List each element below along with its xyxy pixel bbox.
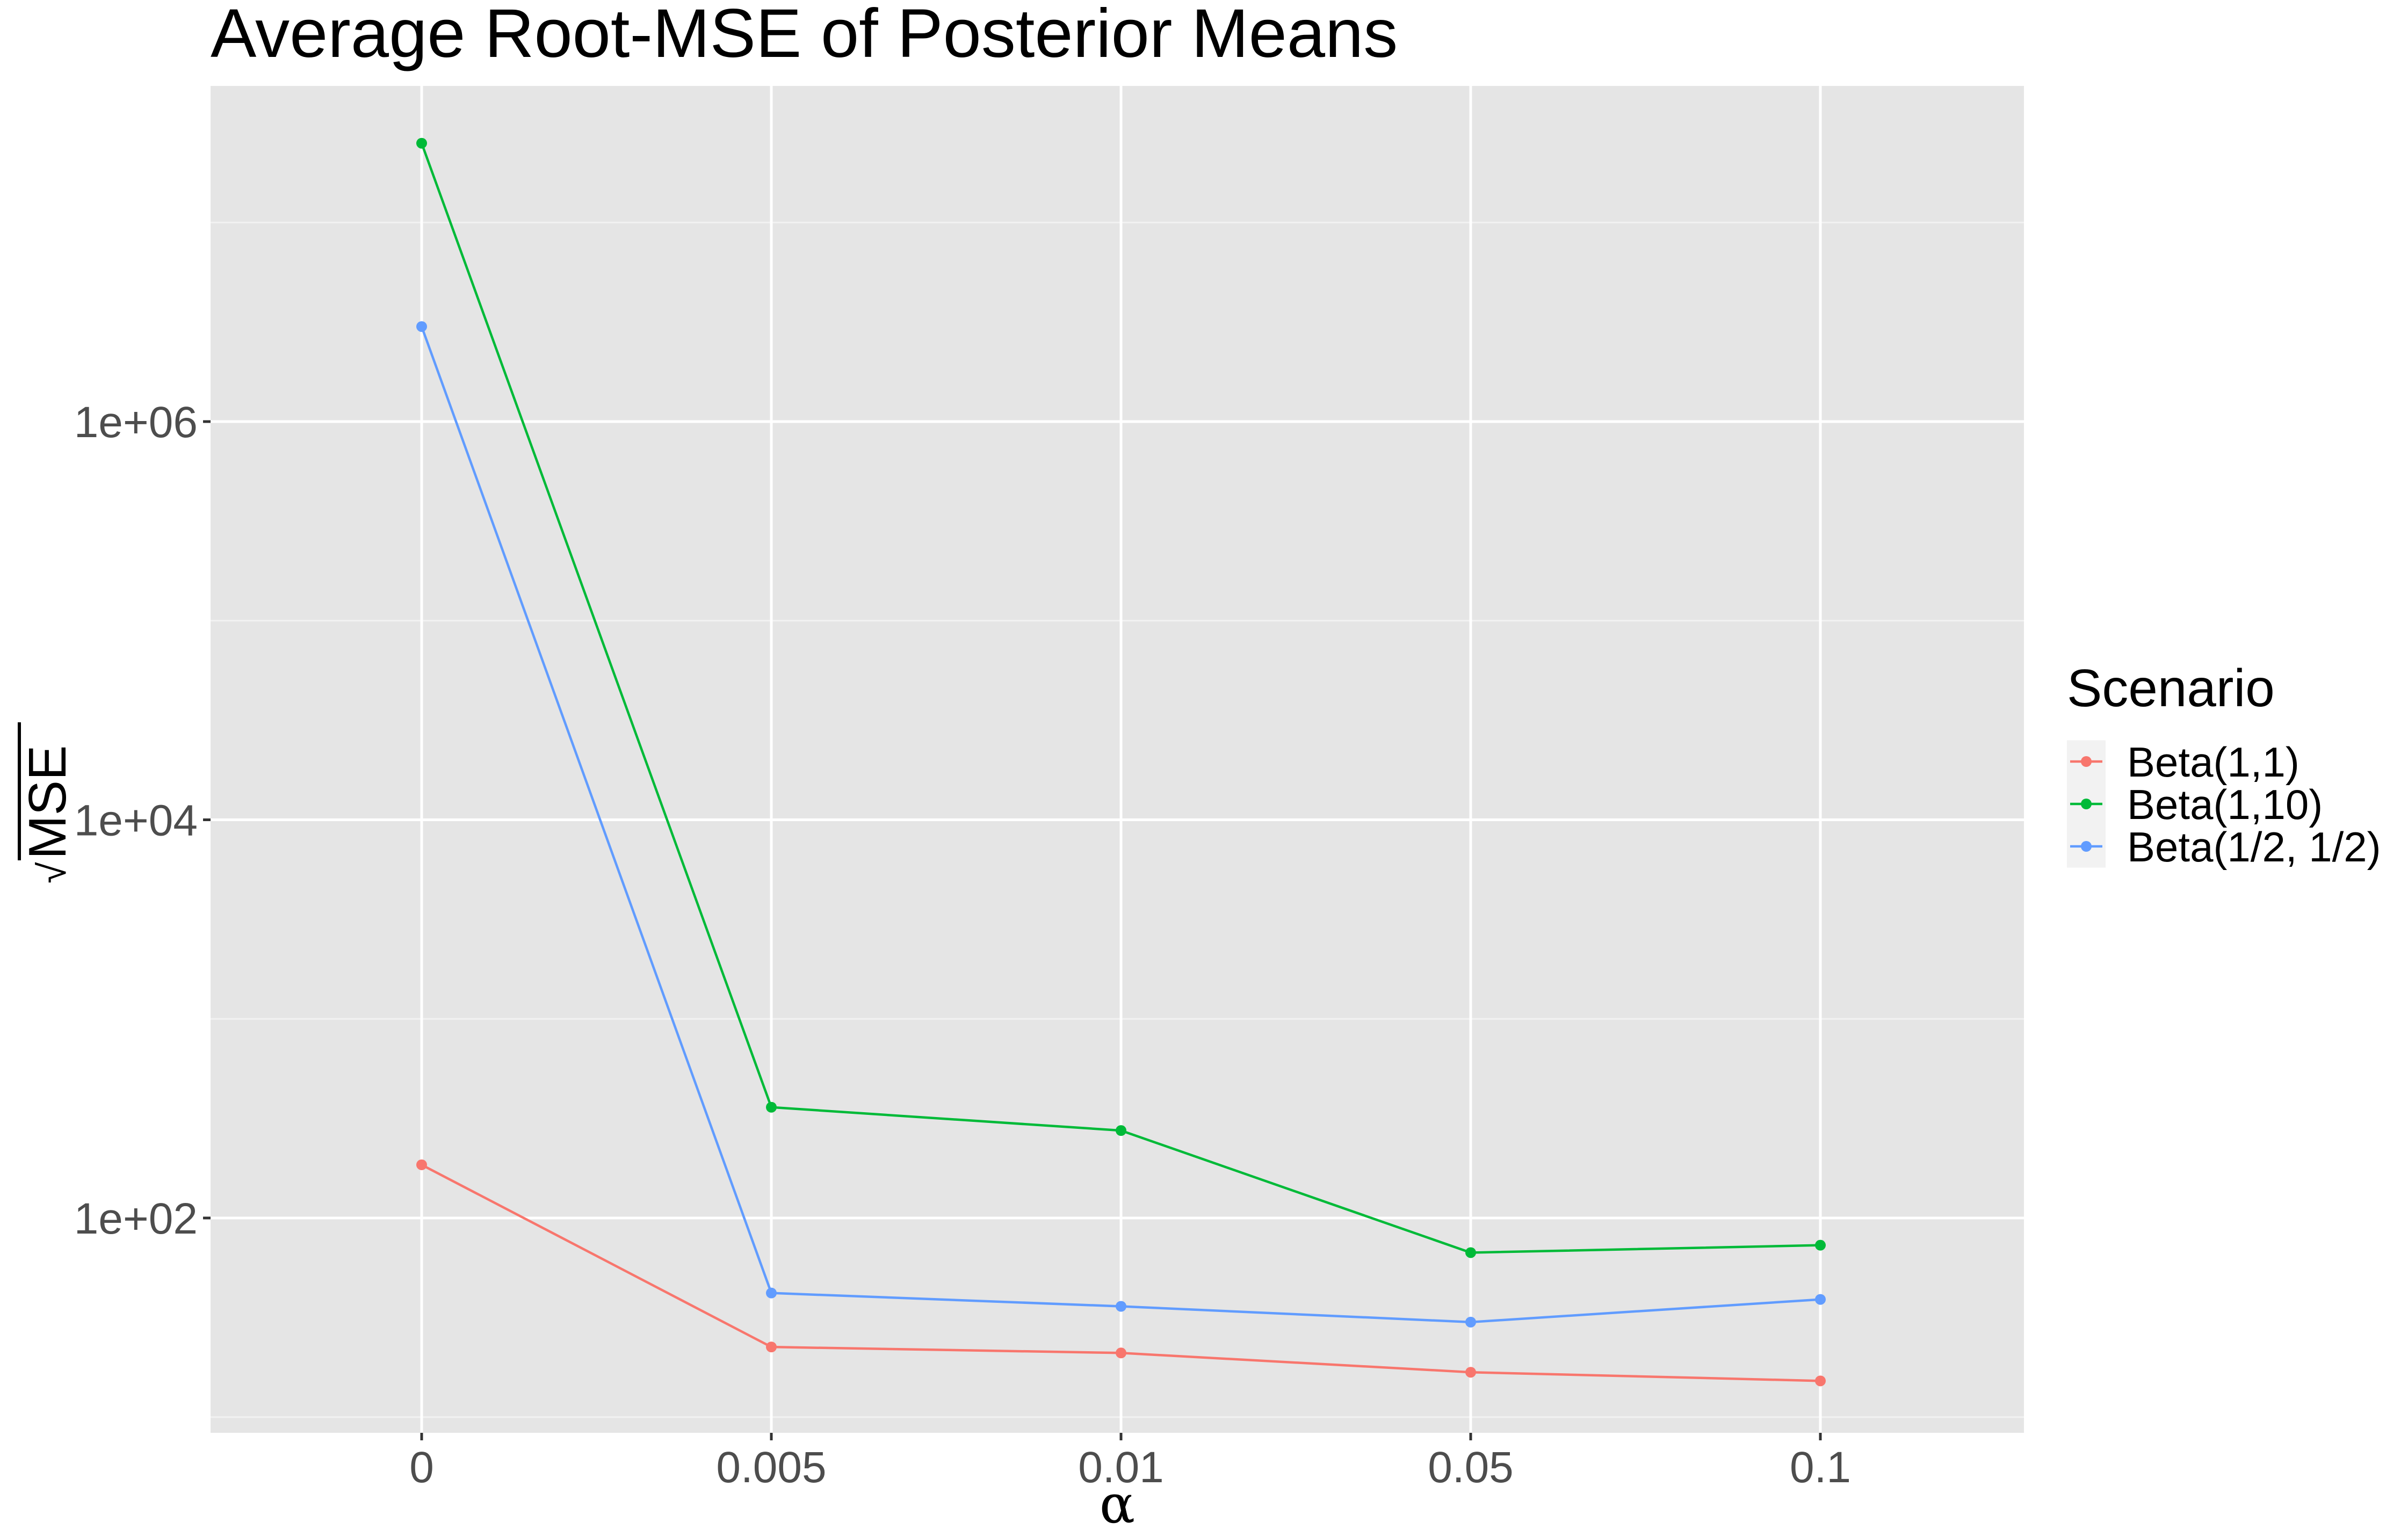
x-tick-label: 0.05: [1428, 1443, 1514, 1492]
data-point: [1815, 1294, 1826, 1305]
legend-key-point: [2081, 756, 2092, 767]
data-point: [1465, 1247, 1476, 1258]
data-point: [1116, 1347, 1126, 1359]
x-tick-label: 0: [409, 1443, 434, 1492]
plot-panel: [211, 86, 2024, 1433]
y-axis-title: √ MSE: [18, 722, 77, 883]
x-tick-label: 0.005: [716, 1443, 826, 1492]
series-layer: [416, 137, 1826, 1387]
data-point: [1465, 1367, 1476, 1378]
legend-item: Beta(1/2, 1/2): [2067, 823, 2381, 871]
x-tick-label: 0.1: [1790, 1443, 1851, 1492]
series-2: [416, 137, 1826, 1258]
grid-layer: [211, 86, 2024, 1433]
data-point: [1465, 1316, 1476, 1328]
data-point: [766, 1101, 777, 1113]
data-point: [416, 1159, 427, 1170]
legend-key-point: [2081, 799, 2092, 809]
legend: Scenario Beta(1,1)Beta(1,10)Beta(1/2, 1/…: [2067, 658, 2381, 871]
chart-title: Average Root-MSE of Posterior Means: [211, 0, 1398, 72]
data-point: [1815, 1239, 1826, 1251]
data-point: [1116, 1301, 1126, 1312]
legend-item: Beta(1,1): [2067, 738, 2299, 786]
series-1: [416, 1159, 1826, 1387]
y-tick-label: 1e+06: [74, 398, 198, 447]
legend-label: Beta(1,1): [2127, 738, 2299, 786]
data-point: [1116, 1125, 1126, 1136]
y-axis-title-radical: √: [31, 862, 74, 883]
legend-key-point: [2081, 841, 2092, 852]
legend-label: Beta(1/2, 1/2): [2127, 823, 2381, 871]
legend-title: Scenario: [2067, 658, 2275, 717]
x-tick-label: 0.01: [1078, 1443, 1164, 1492]
legend-label: Beta(1,10): [2127, 781, 2323, 828]
data-point: [416, 321, 427, 332]
x-axis-title: α: [1100, 1474, 1135, 1535]
y-tick-label: 1e+02: [74, 1194, 198, 1243]
series-3: [416, 321, 1826, 1328]
data-point: [766, 1287, 777, 1299]
legend-item: Beta(1,10): [2067, 781, 2323, 828]
data-point: [1815, 1375, 1826, 1387]
y-axis-title-text: MSE: [18, 745, 77, 859]
tick-layer: 1e+02 1e+04 1e+06 0 0.005 0.01 0.05 0.1: [74, 398, 1851, 1492]
data-point: [766, 1342, 777, 1353]
y-tick-label: 1e+04: [74, 796, 198, 845]
data-point: [416, 137, 427, 149]
